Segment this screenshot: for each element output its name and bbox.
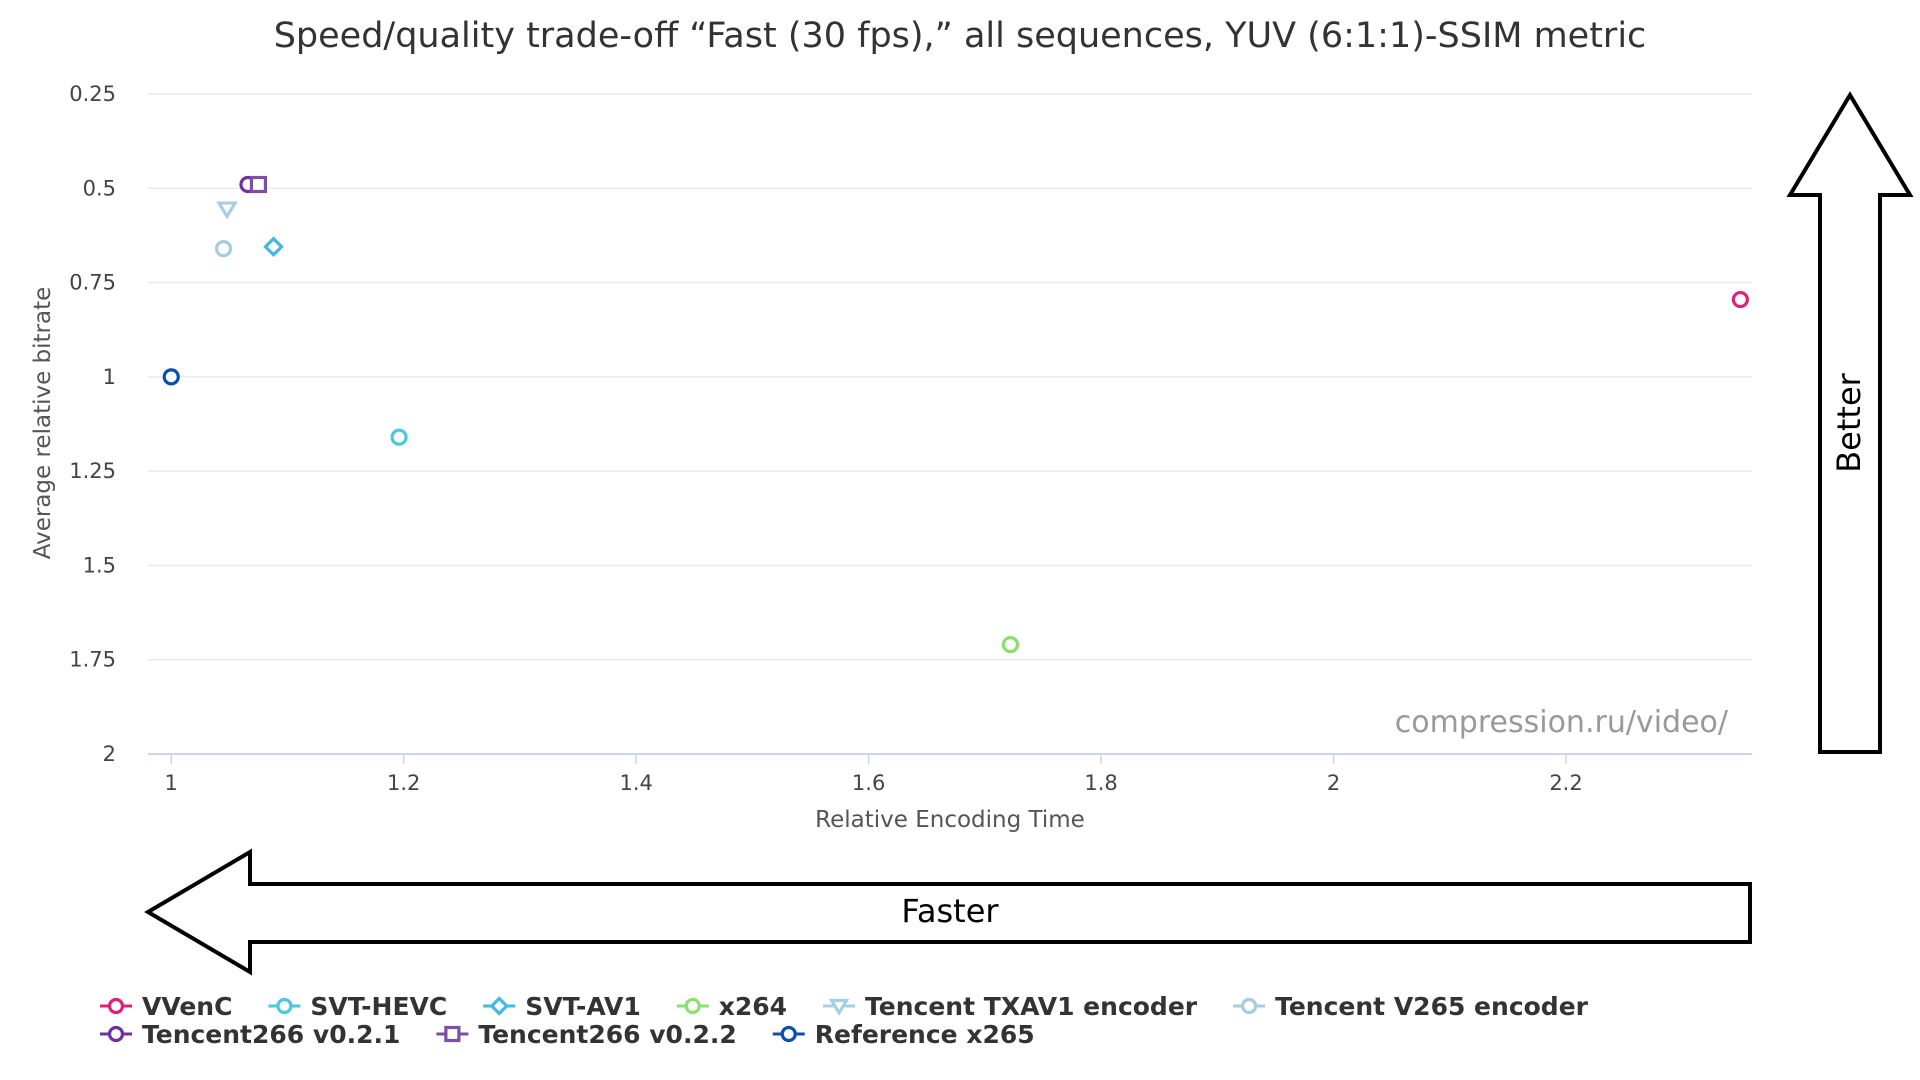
x-tick-label: 1.6 [852,771,885,795]
faster-arrow-label: Faster [901,892,999,930]
better-arrow [1786,91,1914,754]
x-tick-label: 1.4 [619,771,652,795]
legend-item[interactable]: VVenC [100,992,232,1021]
y-axis-ticks: 0.25 0.5 0.75 1 1.25 1.5 1.75 2 [69,82,116,766]
y-tick-label: 0.25 [69,82,116,106]
legend-label: Tencent TXAV1 encoder [865,992,1198,1021]
data-point [216,201,238,220]
legend-item[interactable]: Tencent266 v0.2.1 [100,1020,400,1049]
data-point [214,240,233,258]
legend-label: Tencent266 v0.2.1 [142,1020,400,1049]
y-tick-label: 1 [103,365,116,389]
legend-item[interactable]: Tencent TXAV1 encoder [823,992,1198,1021]
legend-marker [489,996,509,1016]
x-tick-label: 1.2 [387,771,420,795]
legend-marker [684,997,701,1015]
x-tick-label: 2.2 [1549,771,1582,795]
watermark: compression.ru/video/ [1395,705,1729,740]
legend-label: Tencent266 v0.2.2 [478,1020,736,1049]
chart-title: Speed/quality trade-off “Fast (30 fps),”… [274,16,1647,56]
y-tick-label: 2 [103,742,116,766]
legend-marker [780,1025,797,1043]
legend-item[interactable]: SVT-AV1 [483,992,641,1021]
data-points [162,175,1749,654]
legend-marker [828,998,850,1016]
legend-item[interactable]: Tencent V265 encoder [1233,992,1589,1021]
x-axis-title: Relative Encoding Time [815,807,1085,833]
y-tick-label: 1.5 [83,553,116,577]
legend-label: Reference x265 [815,1020,1035,1049]
legend-item[interactable]: Tencent266 v0.2.2 [436,1020,737,1049]
data-point [1731,290,1749,309]
x-tick-label: 1.8 [1084,771,1117,795]
x-axis-ticks: 1 1.2 1.4 1.6 1.8 2 2.2 [165,754,1583,795]
y-tick-label: 1.25 [69,459,116,483]
legend-marker [444,1025,461,1043]
data-point [1001,636,1020,654]
data-point [263,236,284,258]
better-arrow-label: Better [1830,372,1868,472]
legend-item[interactable]: SVT-HEVC [268,992,447,1021]
data-point [390,428,408,446]
legend-marker [1241,997,1258,1015]
legend-item[interactable]: Reference x265 [772,1020,1035,1049]
data-point [249,175,268,194]
y-axis-title: Average relative bitrate [30,287,56,560]
x-tick-label: 1 [165,771,178,795]
legend-marker [107,997,125,1015]
legend-marker [276,997,293,1015]
grid-lines [148,93,1752,661]
faster-arrow [144,848,1752,976]
x-tick-label: 2 [1327,771,1340,795]
y-tick-label: 0.5 [83,176,116,200]
legend-label: SVT-AV1 [525,992,641,1021]
legend-label: SVT-HEVC [310,992,447,1021]
legend-label: Tencent V265 encoder [1275,992,1589,1021]
y-tick-label: 1.75 [69,648,116,672]
data-point [162,368,180,386]
legend: VVenC SVT-HEVC SVT-AV1 x264 Tencent TXAV1 en… [100,992,1589,1049]
legend-item[interactable]: x264 [676,992,787,1021]
y-tick-label: 0.75 [69,271,116,295]
legend-label: VVenC [142,992,232,1021]
legend-marker [107,1025,125,1043]
legend-label: x264 [719,992,787,1021]
